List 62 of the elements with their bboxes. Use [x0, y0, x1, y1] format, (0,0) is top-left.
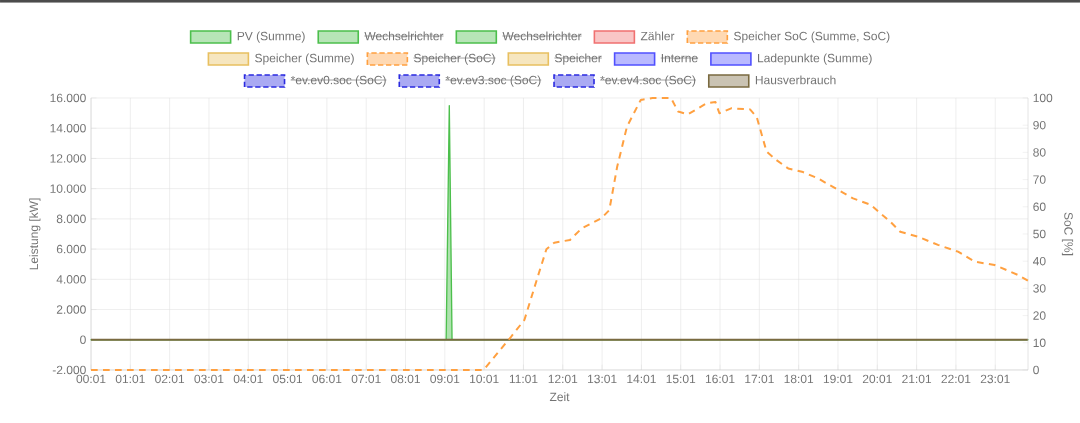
legend-label: Zähler [640, 31, 675, 41]
y2-tick-label: 70 [1033, 175, 1046, 184]
x-tick-label: 12:01 [548, 374, 578, 384]
y-axis-title: Leistung [kW] [29, 198, 41, 270]
y-tick-label: 0 [80, 335, 86, 345]
legend-label: Speicher (Summe) [255, 53, 354, 65]
x-tick-label: 16:01 [705, 374, 735, 384]
x-tick-label: 01:01 [115, 374, 145, 384]
y-tick-label: 16.000 [50, 93, 86, 103]
x-tick-label: 23:01 [980, 374, 1010, 384]
y-tick-label: 10.000 [50, 184, 86, 193]
x-tick-label: 05:01 [273, 374, 303, 384]
x-tick-label: 07:01 [351, 374, 381, 384]
x-tick-label: 15:01 [666, 374, 696, 384]
x-tick-label: 00:01 [76, 374, 106, 384]
y2-tick-label: 30 [1033, 284, 1046, 293]
y2-tick-label: 10 [1033, 338, 1046, 348]
legend-label: Hausverbrauch [755, 75, 836, 85]
legend-label: *ev.ev4.soc (SoC) [600, 75, 696, 87]
x-tick-label: 13:01 [588, 374, 617, 384]
y2-tick-label: 90 [1033, 120, 1046, 130]
legend-label: Wechselrichter [364, 31, 444, 41]
x-axis-title: Zeit [549, 392, 570, 402]
x-tick-label: 11:01 [509, 374, 538, 384]
x-tick-label: 18:01 [784, 374, 814, 384]
y-tick-label: 6.000 [56, 244, 86, 254]
x-tick-label: 17:01 [745, 374, 774, 384]
y-tick-label: 2.000 [56, 305, 86, 314]
legend-label: Speicher (SoC) [414, 53, 495, 65]
x-tick-label: 04:01 [233, 374, 263, 384]
legend-label: Interne [661, 53, 698, 63]
legend-label: *ev.ev0.soc (SoC) [290, 75, 386, 87]
legend-label: Wechselrichter [502, 31, 582, 41]
y2-axis-title: SoC [%] [1061, 212, 1074, 256]
x-tick-label: 20:01 [862, 374, 892, 384]
x-tick-label: 10:01 [470, 374, 499, 384]
x-tick-label: 09:01 [430, 374, 460, 384]
x-tick-label: 14:01 [627, 374, 656, 384]
x-tick-label: 02:01 [155, 374, 185, 384]
legend-label: *ev.ev3.soc (SoC) [445, 75, 541, 87]
x-tick-label: 22:01 [941, 374, 971, 384]
y2-tick-label: 40 [1032, 256, 1046, 266]
y2-tick-label: 0 [1033, 365, 1039, 375]
y2-tick-label: 80 [1033, 148, 1046, 157]
x-tick-label: 21:01 [902, 374, 932, 384]
x-tick-label: 08:01 [390, 374, 420, 384]
y-tick-label: -2.000 [52, 365, 86, 375]
legend-label: Speicher SoC (Summe, SoC) [734, 31, 890, 43]
y-tick-label: 12.000 [50, 154, 86, 163]
y2-tick-label: 100 [1033, 93, 1053, 103]
y-tick-label: 14.000 [50, 123, 86, 133]
x-tick-label: 03:01 [194, 374, 224, 384]
legend-label: Ladepunkte (Summe) [758, 53, 872, 65]
y2-tick-label: 60 [1033, 202, 1046, 212]
x-tick-label: 19:01 [823, 374, 853, 384]
legend-label: PV (Summe) [237, 31, 305, 43]
y-tick-label: 4.000 [56, 275, 86, 284]
legend-label: Speicher [554, 53, 602, 65]
y-tick-label: 8.000 [56, 214, 86, 224]
y2-tick-label: 50 [1033, 229, 1046, 239]
y2-tick-label: 20 [1033, 311, 1046, 320]
x-tick-label: 06:01 [312, 374, 342, 384]
